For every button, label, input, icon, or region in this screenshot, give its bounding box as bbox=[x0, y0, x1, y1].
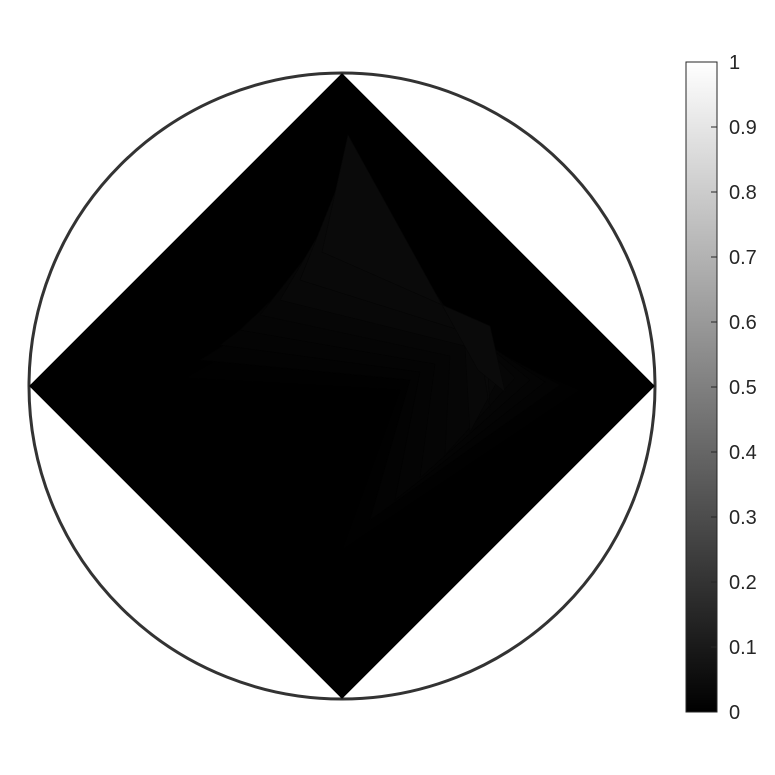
colorbar-ticks: 0 0.1 0.2 0.3 0.4 0.5 0.6 0.7 0.8 0.9 1 bbox=[711, 52, 757, 724]
colorbar-tick-label: 0.5 bbox=[729, 377, 757, 399]
colorbar-tick-label: 1 bbox=[729, 52, 740, 74]
contour-layer bbox=[29, 73, 655, 699]
colorbar-tick-label: 0.6 bbox=[729, 312, 757, 334]
plot-area bbox=[27, 71, 657, 701]
colorbar-tick-label: 0.1 bbox=[729, 637, 757, 659]
colorbar-tick-label: 0.7 bbox=[729, 247, 757, 269]
colorbar-tick-label: 0.2 bbox=[729, 572, 757, 594]
colorbar-tick-label: 0.4 bbox=[729, 442, 757, 464]
colorbar-tick-label: 0 bbox=[729, 702, 740, 724]
colorbar-tick-label: 0.3 bbox=[729, 507, 757, 529]
colorbar-tick-label: 0.8 bbox=[729, 182, 757, 204]
contour-band bbox=[321, 134, 506, 393]
colorbar-tick-label: 0.9 bbox=[729, 117, 757, 139]
colorbar: 0 0.1 0.2 0.3 0.4 0.5 0.6 0.7 0.8 0.9 1 bbox=[685, 52, 757, 724]
